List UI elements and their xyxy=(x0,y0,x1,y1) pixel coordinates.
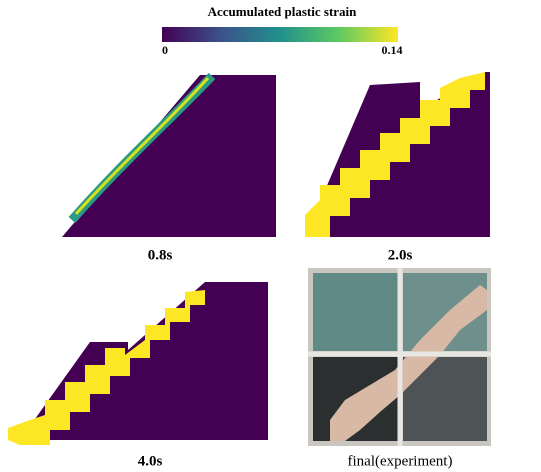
colorbar-max: 0.14 xyxy=(382,43,403,57)
caption: 2.0s xyxy=(388,247,413,263)
caption: 4.0s xyxy=(138,453,163,469)
colorbar-label: Accumulated plastic strain xyxy=(208,4,358,19)
colorbar-min: 0 xyxy=(162,43,168,57)
colorbar xyxy=(162,27,398,42)
caption: final(experiment) xyxy=(348,453,453,469)
panel-0-8s xyxy=(62,72,276,237)
panel-photo xyxy=(308,268,491,446)
panel-2-0s xyxy=(305,72,490,237)
panel-4-0s xyxy=(8,282,268,445)
caption: 0.8s xyxy=(148,247,173,263)
